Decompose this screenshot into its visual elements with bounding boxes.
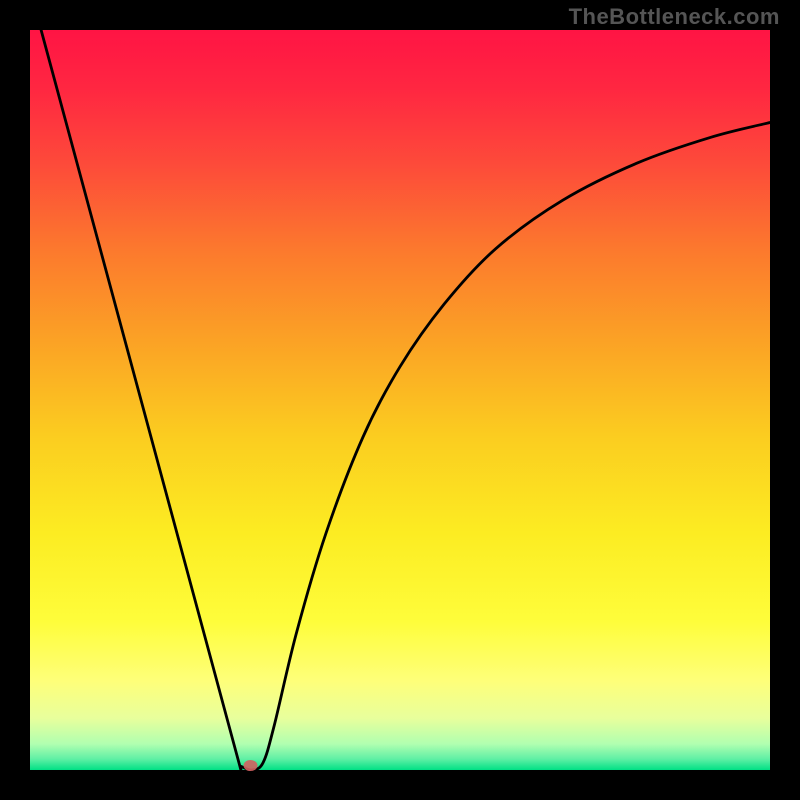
watermark-text: TheBottleneck.com <box>569 4 780 30</box>
chart-stage: TheBottleneck.com <box>0 0 800 800</box>
bottleneck-chart <box>0 0 800 800</box>
minimum-marker <box>244 760 258 771</box>
